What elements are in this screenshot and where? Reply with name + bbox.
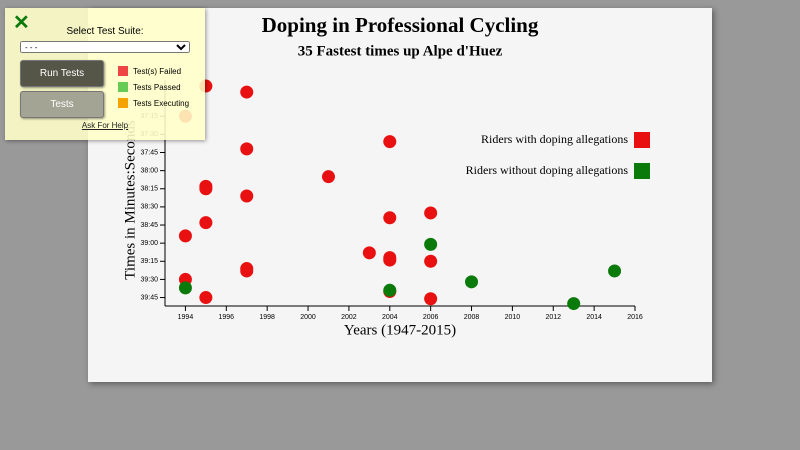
data-point <box>424 237 438 251</box>
x-tick-label: 1998 <box>259 314 275 321</box>
x-tick-label: 1996 <box>219 314 235 321</box>
x-tick-label: 1994 <box>178 314 194 321</box>
chart-title: Doping in Professional Cycling <box>262 13 539 37</box>
data-point <box>199 182 213 196</box>
legend-swatch <box>634 163 650 179</box>
x-tick-label: 2006 <box>423 314 439 321</box>
x-axis-label: Years (1947-2015) <box>344 322 456 338</box>
data-point <box>383 253 397 267</box>
test-panel: ✕ Select Test Suite: - - - Run Tests Tes… <box>5 8 205 140</box>
x-tick-label: 2008 <box>464 314 480 321</box>
test-legend-item: Tests Executing <box>118 98 189 108</box>
y-tick-label: 37:45 <box>140 149 158 156</box>
data-point <box>240 264 254 278</box>
data-point <box>424 292 438 306</box>
legend-label: Riders with doping allegations <box>481 132 628 146</box>
y-tick-label: 39:15 <box>140 258 158 265</box>
x-tick-label: 2004 <box>382 314 398 321</box>
x-tick-label: 2012 <box>545 314 561 321</box>
data-point <box>240 189 254 203</box>
x-tick-label: 2000 <box>300 314 316 321</box>
y-axis-label: Times in Minutes:Seconds <box>122 120 138 280</box>
tests-button[interactable]: Tests <box>20 91 104 118</box>
y-tick-label: 39:45 <box>140 294 158 301</box>
legend-swatch <box>634 132 650 148</box>
data-point <box>608 264 622 278</box>
data-point <box>178 229 192 243</box>
test-legend-label: Test(s) Failed <box>133 66 182 76</box>
data-point <box>240 142 254 156</box>
test-legend-swatch <box>118 98 128 108</box>
chart-subtitle: 35 Fastest times up Alpe d'Huez <box>298 43 503 59</box>
data-point <box>321 170 335 184</box>
y-tick-label: 38:30 <box>140 204 158 211</box>
test-legend-swatch <box>118 82 128 92</box>
test-legend-swatch <box>118 66 128 76</box>
test-legend-label: Tests Passed <box>133 82 181 92</box>
x-tick-label: 2002 <box>341 314 357 321</box>
close-icon[interactable]: ✕ <box>13 12 30 34</box>
test-suite-select[interactable]: - - - <box>20 41 190 53</box>
test-legend-item: Tests Passed <box>118 82 181 92</box>
data-point <box>178 281 192 295</box>
data-point <box>240 85 254 99</box>
data-point <box>424 254 438 268</box>
run-tests-button[interactable]: Run Tests <box>20 60 104 87</box>
data-point <box>567 297 581 311</box>
data-point <box>199 216 213 230</box>
data-point <box>362 246 376 260</box>
data-point <box>383 135 397 149</box>
x-tick-label: 2014 <box>586 314 602 321</box>
y-tick-label: 38:45 <box>140 222 158 229</box>
x-tick-label: 2010 <box>505 314 521 321</box>
test-legend-item: Test(s) Failed <box>118 66 181 76</box>
select-label: Select Test Suite: <box>66 26 144 37</box>
data-point <box>424 206 438 220</box>
data-point <box>383 283 397 297</box>
y-tick-label: 38:00 <box>140 167 158 174</box>
y-tick-label: 39:00 <box>140 240 158 247</box>
legend-label: Riders without doping allegations <box>466 163 629 177</box>
data-point <box>465 275 479 289</box>
data-point <box>199 291 213 305</box>
test-legend-label: Tests Executing <box>133 98 190 108</box>
help-link[interactable]: Ask For Help <box>81 121 129 130</box>
x-tick-label: 2016 <box>627 314 643 321</box>
y-tick-label: 38:15 <box>140 186 158 193</box>
y-tick-label: 39:30 <box>140 276 158 283</box>
data-point <box>383 211 397 225</box>
